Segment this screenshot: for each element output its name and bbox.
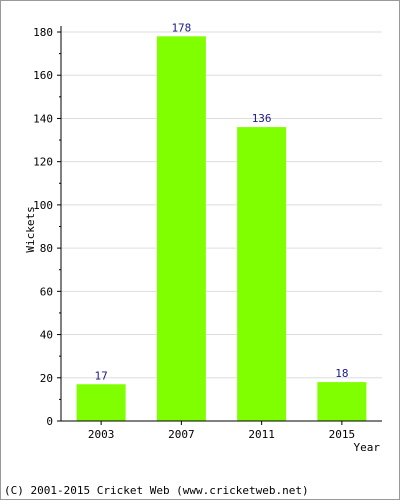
y-axis-title: Wickets bbox=[24, 206, 37, 252]
y-tick-label: 160 bbox=[33, 69, 53, 82]
x-tick-label-2003: 2003 bbox=[88, 428, 115, 441]
y-tick-label: 140 bbox=[33, 112, 53, 125]
data-label-2015: 18 bbox=[335, 367, 348, 380]
data-label-2007: 178 bbox=[171, 21, 191, 34]
y-tick-label: 120 bbox=[33, 156, 53, 169]
x-tick-label-2011: 2011 bbox=[248, 428, 275, 441]
bar-2007 bbox=[156, 36, 206, 421]
data-label-2011: 136 bbox=[252, 112, 272, 125]
x-axis-title: Year bbox=[354, 441, 381, 454]
copyright-footer: (C) 2001-2015 Cricket Web (www.cricketwe… bbox=[4, 484, 309, 497]
y-tick-label: 40 bbox=[40, 329, 53, 342]
bar-2003 bbox=[76, 384, 126, 421]
y-tick-label: 20 bbox=[40, 372, 53, 385]
bar-2015 bbox=[317, 382, 367, 421]
y-tick-label: 100 bbox=[33, 199, 53, 212]
y-tick-label: 180 bbox=[33, 26, 53, 39]
y-tick-label: 80 bbox=[40, 242, 53, 255]
bar-2011 bbox=[237, 127, 287, 421]
x-tick-label-2007: 2007 bbox=[168, 428, 195, 441]
y-tick-label: 0 bbox=[46, 415, 53, 428]
y-tick-label: 60 bbox=[40, 285, 53, 298]
data-label-2003: 17 bbox=[95, 369, 108, 382]
x-tick-label-2015: 2015 bbox=[329, 428, 356, 441]
